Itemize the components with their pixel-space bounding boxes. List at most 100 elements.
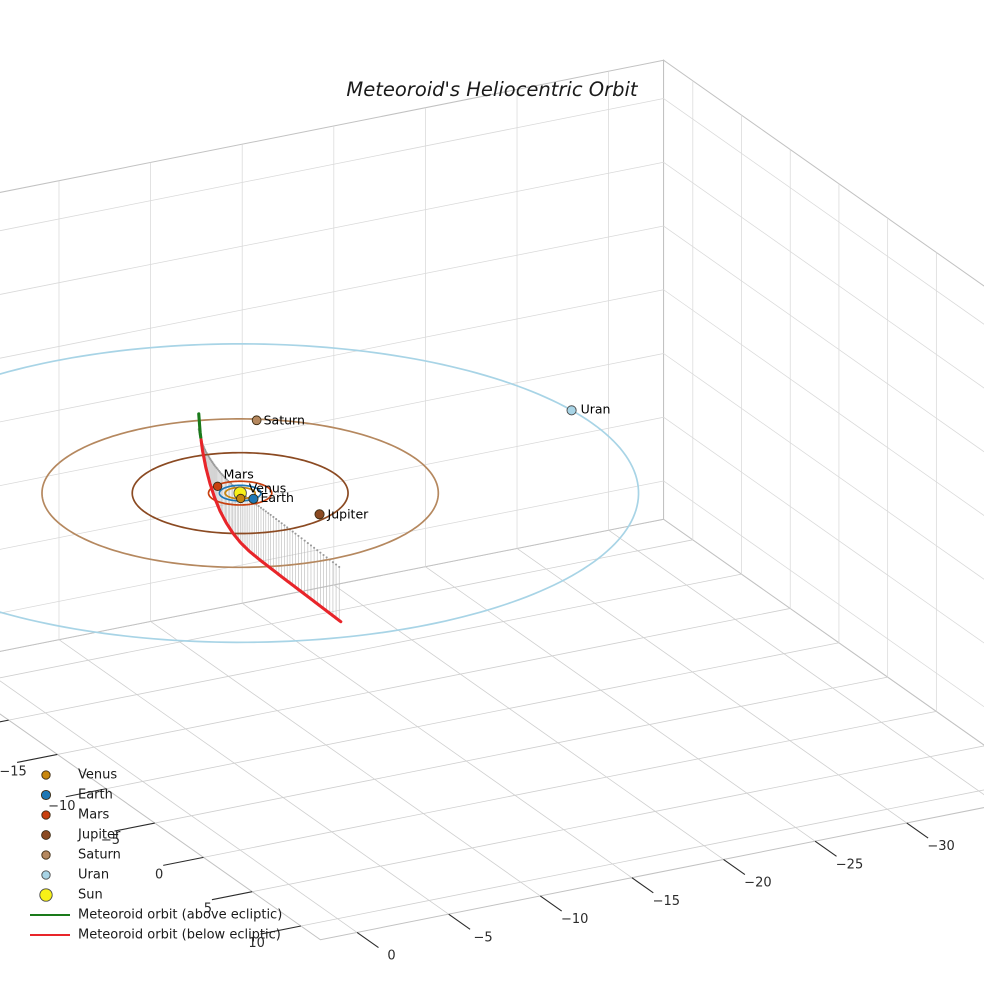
y-tickmark <box>356 931 379 948</box>
legend-marker-saturn[interactable] <box>41 850 51 860</box>
floor-gridline <box>8 573 742 721</box>
stem-dot <box>316 549 319 552</box>
back-wall-gridline <box>663 98 984 325</box>
floor-gridline <box>203 711 937 858</box>
body-marker-jupiter[interactable] <box>314 509 325 520</box>
legend-marker-jupiter[interactable] <box>41 830 51 840</box>
body-marker-earth[interactable] <box>248 493 259 504</box>
x-tickmark <box>65 788 107 798</box>
stem-dot <box>277 520 280 523</box>
y-tick-label: −5 <box>474 930 493 945</box>
legend-marker-venus[interactable] <box>41 770 51 780</box>
floor-gridline <box>58 639 449 915</box>
y-tick-label: −30 <box>927 839 954 854</box>
y-tickmark <box>814 840 837 857</box>
stem-dot <box>286 526 289 529</box>
left-wall-gridline <box>0 480 664 614</box>
stem-dot <box>272 515 275 519</box>
x-tickmark <box>16 753 58 763</box>
stem-dot <box>208 456 211 459</box>
body-marker-venus[interactable] <box>236 493 246 504</box>
stem-dot <box>297 534 300 537</box>
floor-gridline <box>154 676 888 824</box>
legend-label: Uran <box>78 868 109 883</box>
left-wall-gridline <box>0 416 664 550</box>
legend-label: Earth <box>78 788 113 803</box>
legend-label: Mars <box>78 808 110 823</box>
meteoroid-curve-below <box>199 438 343 624</box>
floor-gridline <box>300 789 984 927</box>
orbit-venus <box>224 486 256 500</box>
x-tick-label: 0 <box>155 867 163 882</box>
floor-gridline <box>425 566 816 842</box>
y-tickmark <box>906 822 929 839</box>
stem-dot <box>306 542 309 545</box>
back-wall-gridline <box>663 161 984 389</box>
stem-dot <box>216 468 219 471</box>
legend-marker-earth[interactable] <box>40 789 52 801</box>
floor-gridline <box>252 745 984 893</box>
legend-marker-mars[interactable] <box>41 810 51 820</box>
body-marker-uran[interactable] <box>566 405 577 416</box>
orbit-saturn <box>41 418 440 569</box>
y-tickmark <box>448 913 471 930</box>
floor-gridline <box>608 529 984 796</box>
legend-label: Meteoroid orbit (above ecliptic) <box>78 908 282 923</box>
stem-dot <box>303 539 306 542</box>
stem-dot <box>283 524 286 527</box>
meteoroid-orbit-curve <box>197 412 343 624</box>
stem-dot <box>267 512 270 515</box>
x-tick-label: −5 <box>101 833 120 848</box>
legend-label: Saturn <box>78 848 121 863</box>
back-wall-gridline <box>663 353 984 580</box>
legend[interactable]: Venus Earth Mars Jupiter Saturn Uran Sun Meteor… <box>30 768 282 943</box>
axis-ticks: −25−20−15−10−505100−5−10−15−20−25−30−355… <box>0 719 955 964</box>
stem-dot <box>210 459 213 462</box>
orbit-uran <box>0 343 640 644</box>
floor-gridline <box>150 621 541 897</box>
y-tickmark <box>723 858 746 875</box>
stem-dot <box>291 530 294 533</box>
stem-dot <box>309 544 313 547</box>
legend-marker-uran[interactable] <box>41 870 51 880</box>
stem-dot <box>269 513 272 516</box>
x-tickmark <box>163 856 204 866</box>
y-tick-label: −20 <box>744 876 771 891</box>
stem-dot <box>313 546 316 549</box>
y-tick-label: −10 <box>561 912 588 927</box>
legend-label: Sun <box>78 888 103 903</box>
stem-dot <box>335 563 338 566</box>
body-label-uran: Uran <box>581 401 611 416</box>
stem-dot <box>264 510 267 513</box>
x-tickmark <box>260 925 302 935</box>
stem-dot <box>338 565 341 568</box>
stem-dot <box>205 451 208 455</box>
x-tick-label: −15 <box>0 764 27 779</box>
body-label-mars: Mars <box>224 466 254 481</box>
legend-marker-sun[interactable] <box>39 888 53 902</box>
stem-dot <box>215 466 218 470</box>
stem-dot <box>230 482 233 485</box>
x-tick-label: −10 <box>48 799 75 814</box>
stem-dot <box>221 474 224 477</box>
stem-dot <box>275 518 278 521</box>
back-wall-gridline <box>663 289 984 516</box>
stem-dot <box>259 506 263 509</box>
axes-gridlines <box>0 71 984 933</box>
body-label-earth: Earth <box>260 490 294 505</box>
floor-gridline <box>57 608 791 755</box>
body-label-saturn: Saturn <box>264 412 305 427</box>
stem-dot <box>325 556 328 559</box>
body-marker-mars[interactable] <box>212 481 223 491</box>
floor-gridline <box>106 642 840 790</box>
legend-label: Meteoroid orbit (below ecliptic) <box>78 928 281 943</box>
stem-dot <box>225 478 228 481</box>
body-marker-saturn[interactable] <box>251 415 262 426</box>
left-wall-gridline <box>0 161 664 295</box>
x-tickmark <box>211 891 253 901</box>
body-label-jupiter: Jupiter <box>327 506 370 521</box>
stem-dot <box>217 469 221 472</box>
x-tickmark <box>0 719 9 723</box>
